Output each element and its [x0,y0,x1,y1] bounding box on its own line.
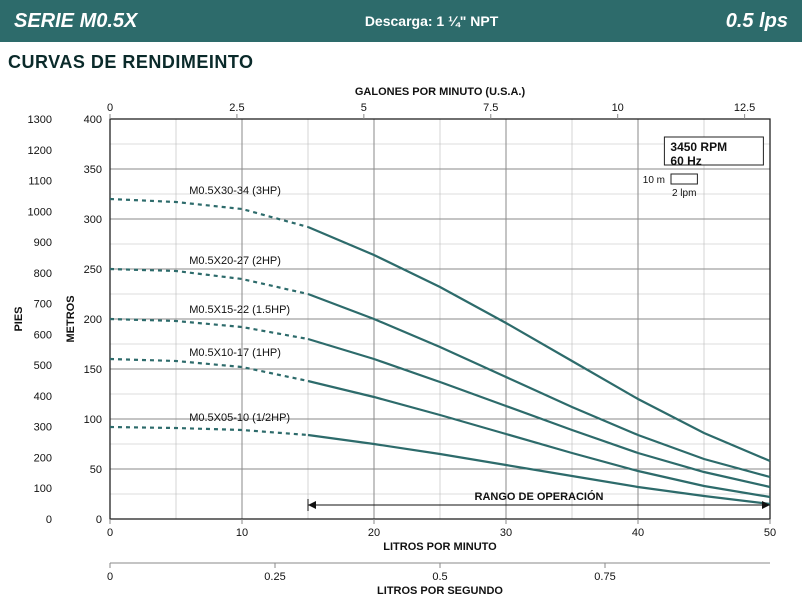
svg-text:700: 700 [34,299,52,311]
svg-text:100: 100 [34,483,52,495]
svg-text:150: 150 [84,364,102,376]
svg-text:40: 40 [632,527,644,539]
svg-text:0.25: 0.25 [264,571,285,583]
svg-text:350: 350 [84,164,102,176]
svg-text:200: 200 [84,314,102,326]
svg-text:3450 RPM: 3450 RPM [670,140,727,154]
discharge-label: Descarga: 1 ¼" NPT [137,13,725,29]
svg-text:M0.5X30-34 (3HP): M0.5X30-34 (3HP) [189,185,281,197]
svg-text:400: 400 [34,391,52,403]
svg-text:M0.5X15-22 (1.5HP): M0.5X15-22 (1.5HP) [189,304,290,316]
svg-text:1100: 1100 [28,176,52,188]
chart-subtitle: CURVAS DE RENDIMEINTO [0,42,802,79]
svg-text:250: 250 [84,264,102,276]
svg-text:M0.5X20-27 (2HP): M0.5X20-27 (2HP) [189,255,281,267]
svg-text:50: 50 [90,464,102,476]
svg-text:LITROS POR MINUTO: LITROS POR MINUTO [383,541,497,553]
svg-text:7.5: 7.5 [483,102,498,114]
svg-text:0: 0 [96,514,102,526]
flow-label: 0.5 lps [726,10,788,33]
svg-text:2.5: 2.5 [229,102,244,114]
svg-text:2 lpm: 2 lpm [672,188,696,199]
svg-text:M0.5X05-10 (1/2HP): M0.5X05-10 (1/2HP) [189,412,290,424]
svg-text:10 m: 10 m [643,175,665,186]
svg-text:800: 800 [34,268,52,280]
svg-text:0: 0 [107,102,113,114]
svg-text:10: 10 [612,102,624,114]
svg-text:400: 400 [84,114,102,126]
svg-text:0: 0 [46,514,52,526]
svg-text:100: 100 [84,414,102,426]
series-title: SERIE M0.5X [14,10,137,33]
svg-text:20: 20 [368,527,380,539]
svg-text:M0.5X10-17 (1HP): M0.5X10-17 (1HP) [189,347,281,359]
svg-text:600: 600 [34,329,52,341]
svg-text:300: 300 [84,214,102,226]
svg-text:60 Hz: 60 Hz [670,154,701,168]
svg-text:0: 0 [107,571,113,583]
svg-text:300: 300 [34,422,52,434]
svg-text:30: 30 [500,527,512,539]
svg-text:0.5: 0.5 [432,571,447,583]
header-bar: SERIE M0.5X Descarga: 1 ¼" NPT 0.5 lps [0,0,802,42]
svg-text:500: 500 [34,360,52,372]
svg-text:GALONES POR MINUTO (U.S.A.): GALONES POR MINUTO (U.S.A.) [355,86,526,98]
svg-text:RANGO DE OPERACIÓN: RANGO DE OPERACIÓN [475,490,604,503]
svg-text:1300: 1300 [28,114,52,126]
svg-text:900: 900 [34,237,52,249]
svg-text:200: 200 [34,452,52,464]
svg-text:1200: 1200 [28,145,52,157]
svg-text:5: 5 [361,102,367,114]
svg-text:0.75: 0.75 [594,571,615,583]
svg-text:1000: 1000 [28,206,52,218]
svg-text:METROS: METROS [65,295,77,342]
performance-chart: M0.5X30-34 (3HP) M0.5X20-27 (2HP) M0.5X15-… [0,79,802,599]
svg-text:12.5: 12.5 [734,102,755,114]
svg-text:PIES: PIES [13,306,25,331]
svg-text:0: 0 [107,527,113,539]
svg-text:50: 50 [764,527,776,539]
svg-text:10: 10 [236,527,248,539]
